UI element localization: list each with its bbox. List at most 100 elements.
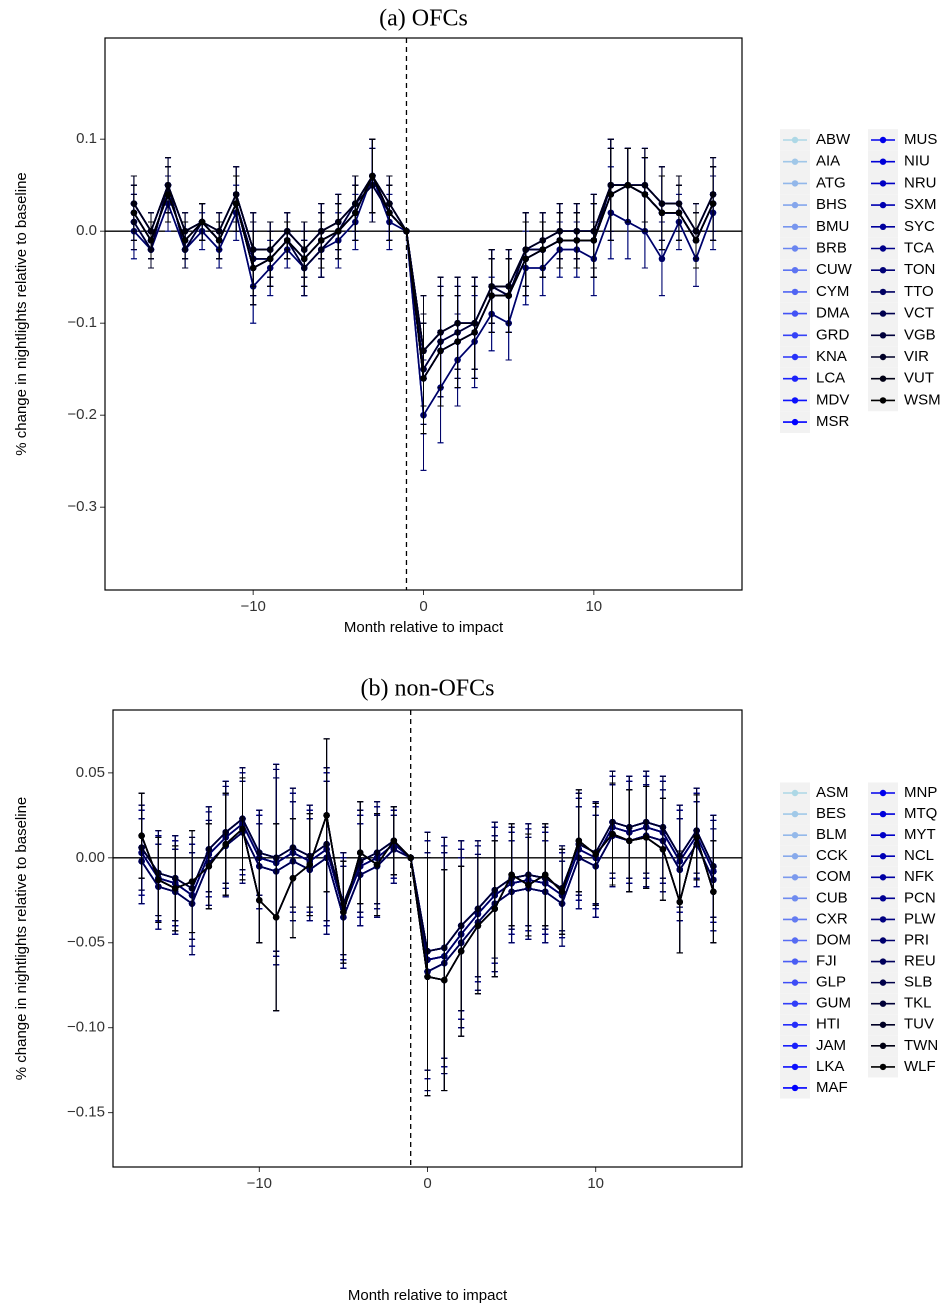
x-tick-label: 10: [587, 1175, 604, 1192]
x-tick-label: −10: [247, 1175, 272, 1192]
point: [352, 210, 358, 216]
legend-key-point: [880, 202, 886, 208]
legend-label: CUW: [816, 261, 853, 278]
legend-label: TTO: [904, 283, 934, 300]
point: [335, 228, 341, 234]
legend-label: MDV: [816, 391, 849, 408]
y-tick-label: −0.1: [67, 314, 97, 331]
legend-label: CYM: [816, 283, 849, 300]
legend-label: SYC: [904, 218, 935, 235]
y-axis-label: % change in nightlights relative to base…: [13, 172, 30, 456]
x-tick-label: 10: [585, 598, 602, 615]
point: [642, 191, 648, 197]
legend-key-point: [792, 180, 798, 186]
legend-label: VUT: [904, 370, 934, 387]
y-tick-label: −0.10: [67, 1019, 105, 1036]
legend-key-point: [880, 289, 886, 295]
legend-label: VCT: [904, 305, 934, 322]
point: [420, 375, 426, 381]
legend-label: VIR: [904, 348, 929, 365]
legend-key-point: [792, 376, 798, 382]
legend-key-point: [880, 224, 886, 230]
point: [148, 237, 154, 243]
legend-key-point: [880, 397, 886, 403]
legend-label: MSR: [816, 413, 850, 430]
point: [676, 210, 682, 216]
legend-key-point: [792, 397, 798, 403]
series: [131, 139, 716, 433]
point: [437, 348, 443, 354]
point: [659, 256, 665, 262]
point: [233, 200, 239, 206]
legend-label: AIA: [816, 153, 840, 170]
point: [608, 191, 614, 197]
point: [471, 329, 477, 335]
legend-key-point: [792, 310, 798, 316]
y-tick-label: −0.15: [67, 1104, 105, 1121]
legend-label: KNA: [816, 348, 847, 365]
legend-label: TCA: [904, 239, 934, 256]
y-tick-label: −0.05: [67, 934, 105, 951]
legend-label: BRB: [816, 239, 847, 256]
legend-key-point: [792, 137, 798, 143]
point: [625, 182, 631, 188]
point: [403, 228, 409, 234]
x-axis-label: Month relative to impact: [348, 1287, 508, 1304]
point: [267, 256, 273, 262]
legend-key-point: [792, 419, 798, 425]
point: [131, 210, 137, 216]
x-axis-label: Month relative to impact: [344, 619, 504, 636]
y-tick-label: 0.00: [76, 849, 105, 866]
legend-key-point: [792, 245, 798, 251]
legend-label: VGB: [904, 326, 936, 343]
point: [165, 191, 171, 197]
legend-key-point: [880, 376, 886, 382]
point: [369, 173, 375, 179]
legend-label: GRD: [816, 326, 850, 343]
y-tick-label: 0.1: [76, 130, 97, 147]
point: [199, 219, 205, 225]
point: [522, 256, 528, 262]
point: [693, 237, 699, 243]
panel-title: (a) OFCs: [379, 6, 468, 32]
point: [488, 292, 494, 298]
legend-label: ATG: [816, 174, 846, 191]
y-tick-label: −0.3: [67, 498, 97, 515]
legend-key-point: [880, 245, 886, 251]
legend-label: NIU: [904, 153, 930, 170]
point: [301, 256, 307, 262]
point: [182, 237, 188, 243]
x-tick-label: 0: [423, 1175, 431, 1192]
point: [386, 210, 392, 216]
legend-label: DMA: [816, 305, 849, 322]
legend-label: ABW: [816, 131, 851, 148]
legend-key-point: [880, 137, 886, 143]
point: [540, 246, 546, 252]
legend-label: BMU: [816, 218, 849, 235]
point: [250, 265, 256, 271]
point: [454, 338, 460, 344]
legend-key-point: [880, 310, 886, 316]
point: [284, 237, 290, 243]
legend-label: TON: [904, 261, 935, 278]
x-tick-label: −10: [240, 598, 265, 615]
point: [574, 237, 580, 243]
legend-key-point: [792, 354, 798, 360]
point: [318, 237, 324, 243]
legend-key-point: [880, 332, 886, 338]
legend-label: WSM: [904, 391, 941, 408]
x-tick-label: 0: [419, 598, 427, 615]
legend-label: LCA: [816, 370, 845, 387]
y-tick-label: 0.05: [76, 764, 105, 781]
legend-key-point: [792, 332, 798, 338]
legend-key-point: [880, 180, 886, 186]
legend-label: BHS: [816, 196, 847, 213]
legend-key-point: [792, 289, 798, 295]
legend-key-point: [880, 267, 886, 273]
legend-key-point: [880, 354, 886, 360]
point: [216, 237, 222, 243]
point: [557, 237, 563, 243]
point: [591, 237, 597, 243]
y-axis-label: % change in nightlights relative to base…: [13, 797, 30, 1081]
legend-label: NRU: [904, 174, 937, 191]
